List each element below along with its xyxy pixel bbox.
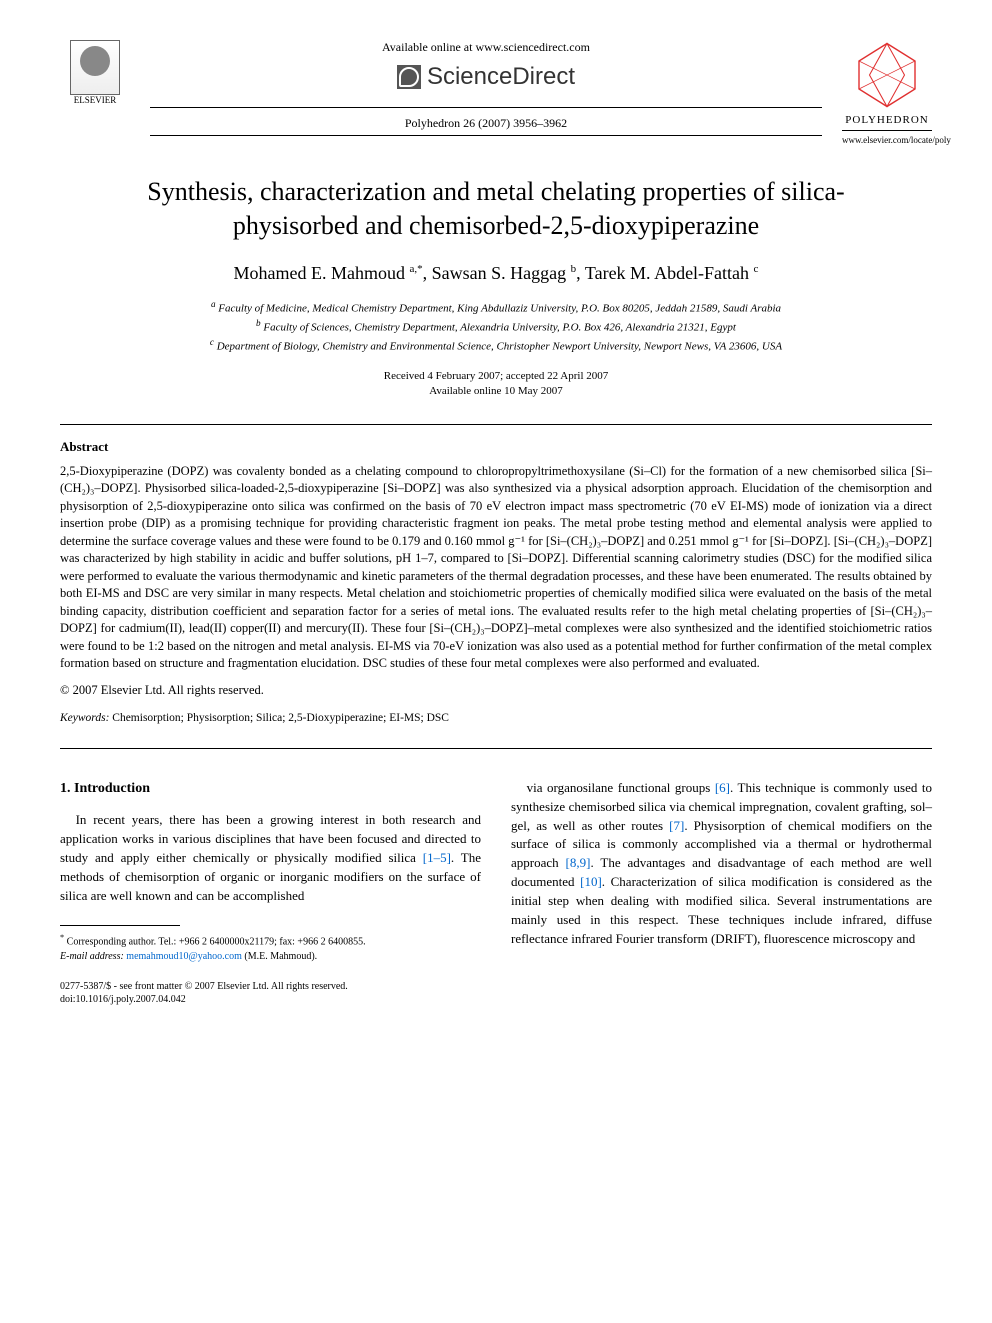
footnotes-block: * Corresponding author. Tel.: +966 2 640… [60, 932, 481, 963]
footer-block: 0277-5387/$ - see front matter © 2007 El… [60, 980, 481, 1006]
email-link[interactable]: memahmoud10@yahoo.com [126, 951, 242, 962]
elsevier-logo: ELSEVIER [60, 40, 130, 120]
polyhedron-label: POLYHEDRON [842, 114, 932, 126]
footer-line-1: 0277-5387/$ - see front matter © 2007 El… [60, 980, 481, 993]
footer-line-2: doi:10.1016/j.poly.2007.04.042 [60, 993, 481, 1006]
email-paren: (M.E. Mahmoud). [244, 951, 317, 962]
abstract-rule-bottom [60, 748, 932, 749]
polyhedron-rule [842, 130, 932, 131]
affiliation-c: c Department of Biology, Chemistry and E… [60, 336, 932, 355]
ref-link-7[interactable]: [7] [669, 818, 684, 833]
elsevier-label: ELSEVIER [74, 95, 117, 105]
affiliation-c-text: Department of Biology, Chemistry and Env… [217, 341, 782, 353]
author-2: Sawsan S. Haggag [432, 263, 566, 283]
ref-link-6[interactable]: [6] [715, 780, 730, 795]
available-online-text: Available online at www.sciencedirect.co… [150, 40, 822, 55]
keywords-label: Keywords: [60, 712, 109, 724]
authors-block: Mohamed E. Mahmoud a,*, Sawsan S. Haggag… [60, 263, 932, 284]
online-date: Available online 10 May 2007 [60, 384, 932, 399]
affiliations-block: a Faculty of Medicine, Medical Chemistry… [60, 298, 932, 355]
email-footnote: E-mail address: memahmoud10@yahoo.com (M… [60, 950, 481, 964]
intro-left-text-1: In recent years, there has been a growin… [60, 812, 481, 865]
body-columns: 1. Introduction In recent years, there h… [60, 779, 932, 1006]
dates-block: Received 4 February 2007; accepted 22 Ap… [60, 369, 932, 400]
affiliation-b-text: Faculty of Sciences, Chemistry Departmen… [263, 321, 736, 333]
sciencedirect-text: ScienceDirect [427, 63, 575, 91]
affiliation-a-text: Faculty of Medicine, Medical Chemistry D… [218, 302, 781, 314]
article-title: Synthesis, characterization and metal ch… [100, 175, 892, 243]
corresponding-footnote: * Corresponding author. Tel.: +966 2 640… [60, 932, 481, 949]
polyhedron-url: www.elsevier.com/locate/poly [842, 135, 932, 145]
abstract-rule-top [60, 424, 932, 425]
author-1-sup: a,* [410, 263, 423, 275]
affiliation-b: b Faculty of Sciences, Chemistry Departm… [60, 317, 932, 336]
abstract-body: 2,5-Dioxypiperazine (DOPZ) was covalenty… [60, 463, 932, 673]
footnote-separator [60, 925, 180, 926]
header-rule-top [150, 107, 822, 108]
header-rule-bottom [150, 135, 822, 136]
ref-link-8-9[interactable]: [8,9] [566, 855, 591, 870]
page-header: ELSEVIER Available online at www.science… [60, 40, 932, 145]
author-1: Mohamed E. Mahmoud [234, 263, 405, 283]
email-label: E-mail address: [60, 951, 124, 962]
left-column: 1. Introduction In recent years, there h… [60, 779, 481, 1006]
affiliation-a: a Faculty of Medicine, Medical Chemistry… [60, 298, 932, 317]
introduction-heading: 1. Introduction [60, 779, 481, 799]
keywords-list: Chemisorption; Physisorption; Silica; 2,… [112, 712, 449, 724]
corresponding-text: Corresponding author. Tel.: +966 2 64000… [67, 937, 366, 948]
sciencedirect-icon [397, 65, 421, 89]
journal-reference: Polyhedron 26 (2007) 3956–3962 [150, 116, 822, 131]
polyhedron-logo: POLYHEDRON www.elsevier.com/locate/poly [842, 40, 932, 145]
ref-link-1-5[interactable]: [1–5] [423, 850, 451, 865]
sciencedirect-logo: ScienceDirect [397, 63, 575, 91]
elsevier-tree-icon [70, 40, 120, 95]
intro-right-text-1: via organosilane functional groups [527, 780, 715, 795]
abstract-copyright: © 2007 Elsevier Ltd. All rights reserved… [60, 683, 932, 698]
author-2-sup: b [571, 263, 577, 275]
ref-link-10[interactable]: [10] [580, 874, 602, 889]
abstract-heading: Abstract [60, 439, 932, 455]
intro-para-right: via organosilane functional groups [6]. … [511, 779, 932, 949]
author-3-sup: c [754, 263, 759, 275]
keywords-block: Keywords: Chemisorption; Physisorption; … [60, 712, 932, 724]
right-column: via organosilane functional groups [6]. … [511, 779, 932, 1006]
intro-para-left: In recent years, there has been a growin… [60, 811, 481, 905]
polyhedron-icon [852, 40, 922, 110]
header-center: Available online at www.sciencedirect.co… [130, 40, 842, 140]
received-date: Received 4 February 2007; accepted 22 Ap… [60, 369, 932, 384]
author-3: Tarek M. Abdel-Fattah [585, 263, 749, 283]
